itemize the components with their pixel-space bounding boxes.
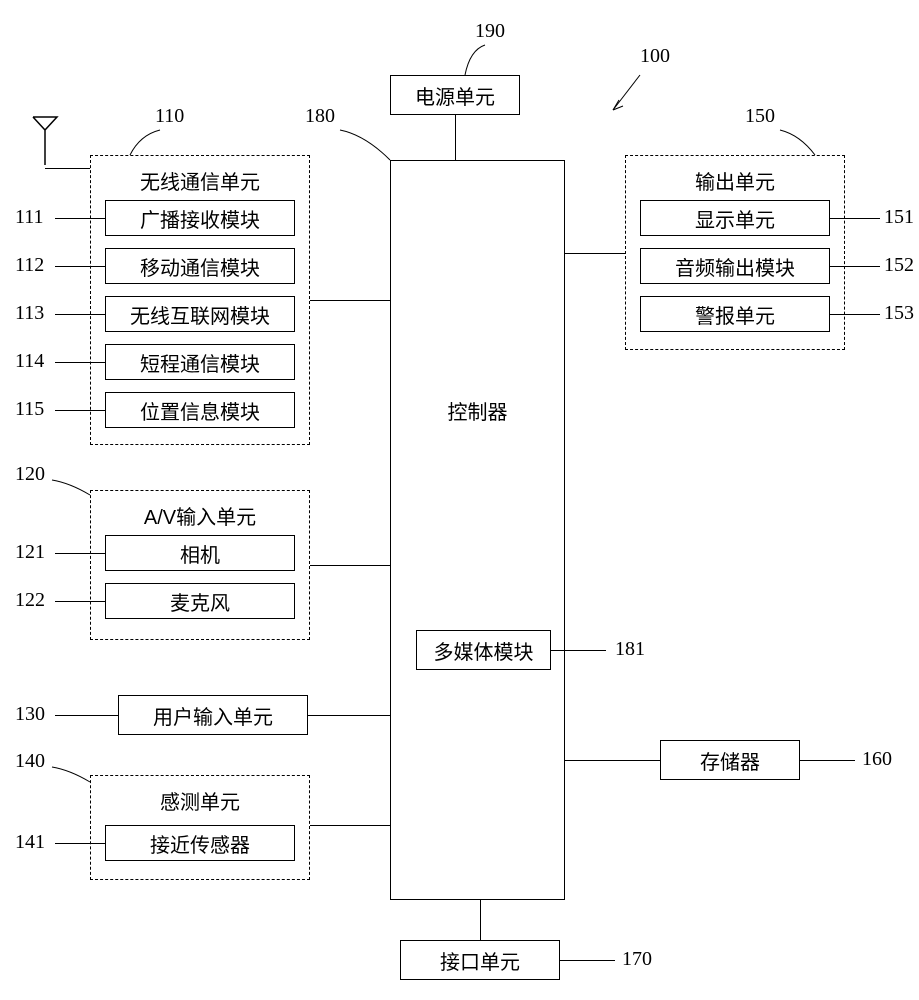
antenna-icon <box>30 115 60 170</box>
wireless-net-box: 无线互联网模块 <box>105 296 295 332</box>
ref-151: 151 <box>884 206 914 229</box>
location-box: 位置信息模块 <box>105 392 295 428</box>
display-box: 显示单元 <box>640 200 830 236</box>
ref-113: 113 <box>15 302 44 325</box>
leader-114 <box>55 362 105 363</box>
leader-153 <box>830 314 880 315</box>
ref-150: 150 <box>745 105 775 128</box>
interface-box: 接口单元 <box>400 940 560 980</box>
ref-152: 152 <box>884 254 914 277</box>
conn-av-controller <box>310 565 390 566</box>
leader-130 <box>55 715 118 716</box>
power-unit-label: 电源单元 <box>415 81 495 110</box>
wireless-net-label: 无线互联网模块 <box>130 300 270 329</box>
leader-110 <box>125 125 165 160</box>
location-label: 位置信息模块 <box>140 396 260 425</box>
leader-190 <box>460 40 490 80</box>
conn-sensing-controller <box>310 825 390 826</box>
display-label: 显示单元 <box>695 204 775 233</box>
conn-output-controller <box>565 253 625 254</box>
leader-181 <box>551 650 606 651</box>
leader-120 <box>50 475 95 500</box>
conn-wireless-controller <box>310 300 390 301</box>
alarm-label: 警报单元 <box>695 300 775 329</box>
mobile-comm-box: 移动通信模块 <box>105 248 295 284</box>
ref-153: 153 <box>884 302 914 325</box>
leader-152 <box>830 266 880 267</box>
wireless-group-title: 无线通信单元 <box>91 166 309 195</box>
mobile-comm-label: 移动通信模块 <box>140 252 260 281</box>
broadcast-label: 广播接收模块 <box>140 204 260 233</box>
av-group-title: A/V输入单元 <box>91 501 309 530</box>
leader-140 <box>50 762 95 787</box>
leader-122 <box>55 601 105 602</box>
leader-170 <box>560 960 615 961</box>
short-range-box: 短程通信模块 <box>105 344 295 380</box>
leader-115 <box>55 410 105 411</box>
broadcast-box: 广播接收模块 <box>105 200 295 236</box>
proximity-label: 接近传感器 <box>150 829 250 858</box>
power-unit-box: 电源单元 <box>390 75 520 115</box>
user-input-box: 用户输入单元 <box>118 695 308 735</box>
camera-label: 相机 <box>180 539 220 568</box>
leader-121 <box>55 553 105 554</box>
ref-112: 112 <box>15 254 44 277</box>
interface-label: 接口单元 <box>440 946 520 975</box>
ref-180: 180 <box>305 105 335 128</box>
leader-151 <box>830 218 880 219</box>
multimedia-label: 多媒体模块 <box>434 636 534 665</box>
output-group-title: 输出单元 <box>626 166 844 195</box>
camera-box: 相机 <box>105 535 295 571</box>
diagram-canvas: 190 100 电源单元 控制器 180 多媒体模块 181 无线通信单元 11… <box>0 0 919 1000</box>
ref-100: 100 <box>640 45 670 68</box>
audio-out-box: 音频输出模块 <box>640 248 830 284</box>
ref-114: 114 <box>15 350 44 373</box>
conn-interface-controller <box>480 900 481 940</box>
conn-antenna <box>45 168 90 169</box>
short-range-label: 短程通信模块 <box>140 348 260 377</box>
sensing-group-title: 感测单元 <box>91 786 309 815</box>
ref-111: 111 <box>15 206 44 229</box>
ref-181: 181 <box>615 638 645 661</box>
ref-130: 130 <box>15 703 45 726</box>
controller-box: 控制器 <box>390 160 565 900</box>
proximity-box: 接近传感器 <box>105 825 295 861</box>
leader-141 <box>55 843 105 844</box>
ref-160: 160 <box>862 748 892 771</box>
ref-140: 140 <box>15 750 45 773</box>
controller-label: 控制器 <box>448 396 508 425</box>
conn-power-controller <box>455 115 456 160</box>
ref-122: 122 <box>15 589 45 612</box>
arrow-100 <box>605 70 645 120</box>
leader-113 <box>55 314 105 315</box>
memory-label: 存储器 <box>700 746 760 775</box>
leader-112 <box>55 266 105 267</box>
leader-111 <box>55 218 105 219</box>
conn-userinput-controller <box>308 715 390 716</box>
memory-box: 存储器 <box>660 740 800 780</box>
microphone-label: 麦克风 <box>170 587 230 616</box>
ref-170: 170 <box>622 948 652 971</box>
multimedia-box: 多媒体模块 <box>416 630 551 670</box>
conn-memory-controller <box>565 760 660 761</box>
microphone-box: 麦克风 <box>105 583 295 619</box>
leader-180 <box>335 125 395 165</box>
ref-115: 115 <box>15 398 44 421</box>
leader-160 <box>800 760 855 761</box>
leader-150 <box>775 125 820 160</box>
ref-121: 121 <box>15 541 45 564</box>
audio-out-label: 音频输出模块 <box>675 252 795 281</box>
user-input-label: 用户输入单元 <box>153 701 273 730</box>
ref-141: 141 <box>15 831 45 854</box>
alarm-box: 警报单元 <box>640 296 830 332</box>
ref-120: 120 <box>15 463 45 486</box>
